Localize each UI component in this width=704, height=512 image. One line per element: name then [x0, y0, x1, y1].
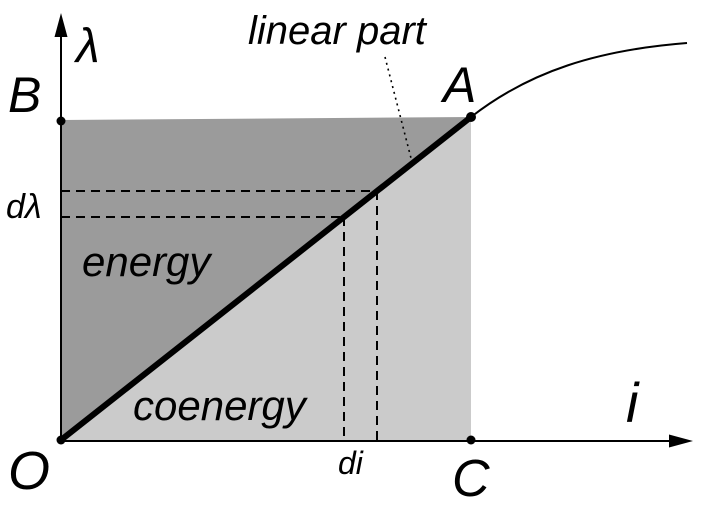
- point-c-label: C: [452, 450, 490, 508]
- y-axis-label: λ: [73, 20, 100, 73]
- annotation-leader-line: [384, 56, 413, 163]
- x-axis-label: i: [626, 371, 640, 434]
- point-o-dot: [56, 435, 66, 445]
- point-b-label: B: [8, 67, 41, 123]
- saturation-curve: [470, 42, 688, 118]
- coenergy-region-label: coenergy: [133, 382, 309, 429]
- x-axis-arrowhead-icon: [669, 434, 693, 448]
- point-a-label: A: [440, 57, 476, 113]
- point-a-dot: [466, 112, 476, 122]
- d-i-label: di: [338, 445, 364, 481]
- d-lambda-label: dλ: [6, 188, 42, 226]
- point-c-dot: [466, 435, 476, 445]
- origin-label: O: [8, 441, 50, 501]
- energy-region-label: energy: [82, 238, 213, 285]
- y-axis-arrowhead-icon: [54, 13, 68, 37]
- linear-part-annotation: linear part: [248, 9, 428, 53]
- point-b-dot: [56, 116, 66, 126]
- linear-segment-line: [59, 114, 473, 443]
